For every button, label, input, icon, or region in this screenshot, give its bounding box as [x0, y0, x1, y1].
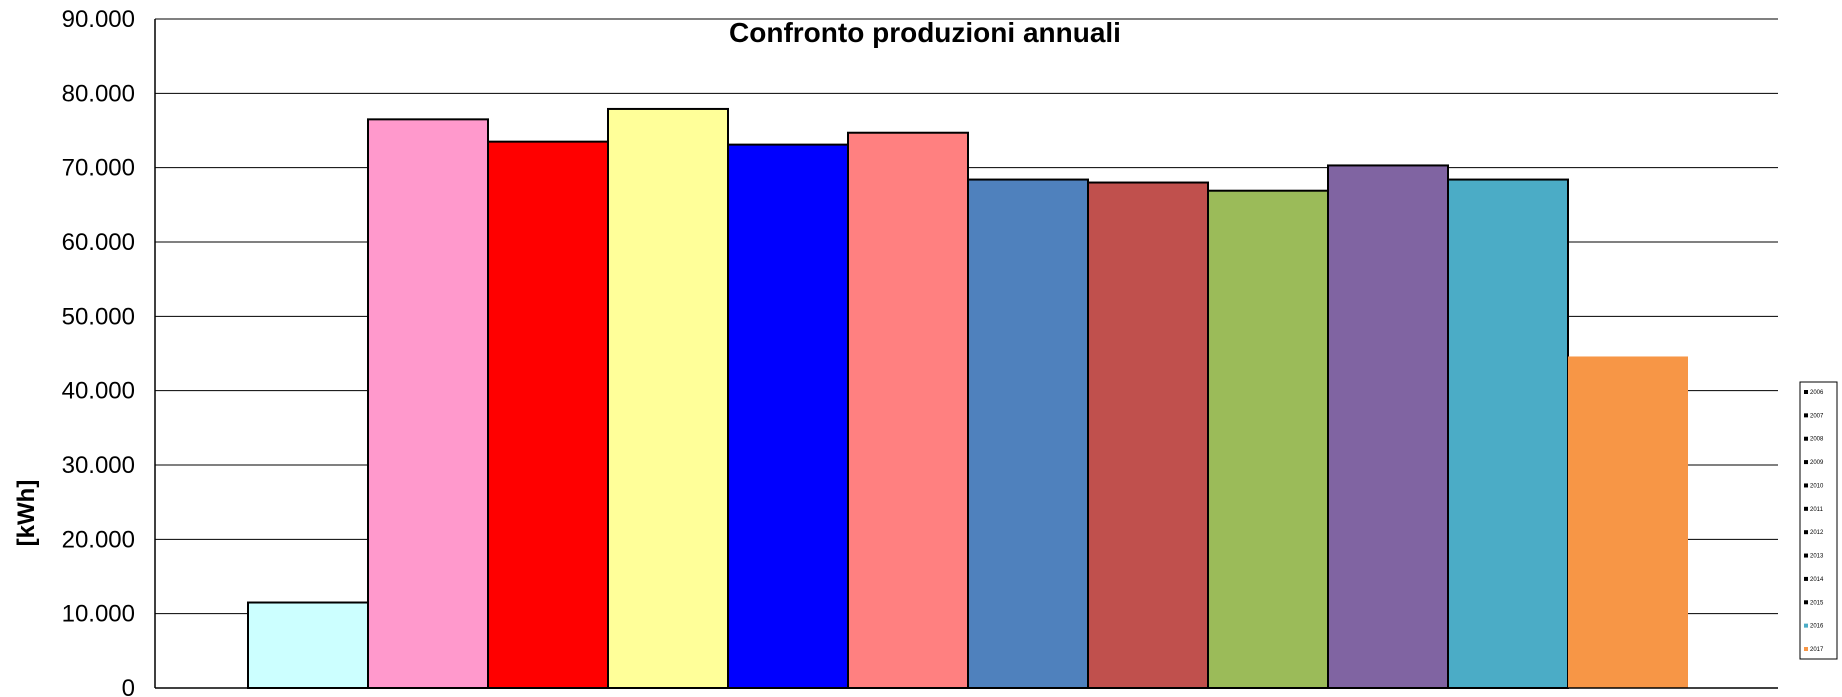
legend-swatch	[1804, 436, 1808, 441]
legend-label: 2011	[1810, 507, 1824, 513]
legend-swatch	[1804, 647, 1808, 651]
y-tick-label: 40.000	[62, 378, 135, 405]
bar-2014	[1207, 189, 1329, 690]
bar-2015	[1327, 164, 1449, 690]
legend-swatch	[1804, 390, 1808, 394]
legend-swatch	[1804, 460, 1808, 465]
bar-2007	[367, 118, 489, 690]
chart-title: Confronto produzioni annuali	[729, 17, 1121, 48]
y-tick-label: 90.000	[62, 6, 135, 33]
legend-swatch	[1804, 623, 1808, 628]
legend-swatch	[1804, 506, 1808, 511]
y-tick-label: 20.000	[62, 526, 135, 553]
bar-2017	[1568, 356, 1688, 688]
bars	[247, 107, 1688, 690]
bar-2008	[487, 140, 609, 689]
legend-label: 2009	[1810, 460, 1824, 466]
legend-swatch	[1804, 483, 1808, 488]
y-axis-label: [kWh]	[13, 480, 40, 547]
legend-swatch	[1804, 413, 1808, 418]
legend: 2006 2007 2008 2009 2010 2011 2012 2013 2014 2015…	[1799, 381, 1838, 660]
legend-swatch	[1804, 600, 1808, 605]
y-tick-label: 30.000	[62, 452, 135, 479]
legend-swatch	[1804, 576, 1808, 581]
legend-label: 2007	[1810, 413, 1824, 419]
legend-label: 2016	[1810, 624, 1824, 630]
legend-label: 2015	[1810, 600, 1824, 606]
bar-2006	[247, 601, 369, 689]
legend-label: 2008	[1810, 437, 1824, 443]
legend-label: 2010	[1810, 483, 1824, 489]
y-tick-label: 0	[122, 675, 135, 697]
legend-label: 2006	[1810, 390, 1824, 396]
y-tick-label: 70.000	[62, 155, 135, 182]
bar-2011	[847, 131, 969, 690]
legend-label: 2014	[1810, 577, 1824, 583]
legend-swatch	[1804, 530, 1808, 535]
bar-2009	[607, 107, 729, 689]
bar-2016	[1447, 178, 1569, 689]
y-tick-label: 80.000	[62, 80, 135, 107]
y-tick-label: 50.000	[62, 303, 135, 330]
legend-swatch	[1804, 553, 1808, 558]
legend-label: 2012	[1810, 530, 1824, 536]
legend-box	[1799, 381, 1838, 660]
bar-2010	[727, 143, 849, 689]
y-tick-label: 10.000	[62, 601, 135, 628]
legend-label: 2013	[1810, 554, 1824, 560]
axes	[154, 19, 1778, 689]
y-tick-labels: 0 10.000 20.000 30.000 40.000 50.000 60.000 70.…	[62, 6, 135, 697]
bar-2013	[1087, 181, 1209, 690]
y-tick-label: 60.000	[62, 229, 135, 256]
legend-label: 2017	[1810, 647, 1824, 653]
bar-2012	[967, 178, 1089, 689]
